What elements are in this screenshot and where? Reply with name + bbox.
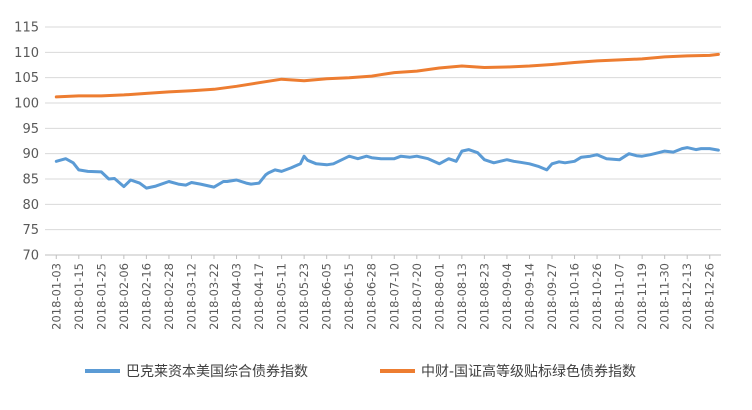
y-tick-label: 85 bbox=[22, 173, 39, 188]
y-tick-label: 110 bbox=[14, 46, 39, 61]
y-tick-label: 115 bbox=[14, 21, 39, 36]
x-tick-label: 2018-02-28 bbox=[162, 263, 176, 330]
x-tick-label: 2018-10-26 bbox=[590, 263, 604, 330]
x-tick-label: 2018-06-05 bbox=[320, 263, 334, 330]
x-tick-label: 2018-09-14 bbox=[522, 263, 536, 330]
x-tick-label: 2018-09-04 bbox=[500, 263, 514, 330]
x-tick-label: 2018-03-12 bbox=[184, 263, 198, 330]
series-line-2 bbox=[54, 52, 720, 99]
x-tick-label: 2018-11-19 bbox=[635, 263, 649, 330]
x-tick-label: 2018-02-06 bbox=[117, 263, 131, 330]
x-tick-label: 2018-08-13 bbox=[455, 263, 469, 330]
x-tick-label: 2018-01-03 bbox=[49, 263, 63, 330]
legend-label-series-1: 巴克莱资本美国综合债券指数 bbox=[126, 364, 308, 380]
y-axis-ticks: 70 75 80 85 90 95 100 105 110 115 bbox=[14, 21, 39, 264]
x-tick-label: 2018-08-01 bbox=[432, 263, 446, 330]
x-tick-label: 2018-01-15 bbox=[72, 263, 86, 330]
x-tick-label: 2018-01-25 bbox=[94, 263, 108, 330]
y-tick-label: 90 bbox=[22, 147, 39, 162]
x-tick-label: 2018-04-03 bbox=[230, 263, 244, 330]
x-tick-label: 2018-09-27 bbox=[545, 263, 559, 330]
y-tick-label: 95 bbox=[22, 122, 39, 137]
x-tick-label: 2018-02-16 bbox=[139, 263, 153, 330]
x-tick-label: 2018-04-17 bbox=[252, 263, 266, 330]
y-tick-label: 80 bbox=[22, 198, 39, 213]
x-tick-label: 2018-05-23 bbox=[297, 263, 311, 330]
x-tick-label: 2018-05-11 bbox=[275, 263, 289, 330]
grid-layer bbox=[45, 26, 721, 256]
legend: 巴克莱资本美国综合债券指数 中财-国证高等级贴标绿色债券指数 bbox=[85, 363, 636, 380]
x-tick-label: 2018-08-23 bbox=[477, 263, 491, 330]
x-tick-label: 2018-06-15 bbox=[342, 263, 356, 330]
x-tick-label: 2018-07-10 bbox=[387, 263, 401, 330]
legend-label-series-2: 中财-国证高等级贴标绿色债券指数 bbox=[421, 363, 636, 380]
x-tick-label: 2018-12-13 bbox=[680, 263, 694, 330]
x-tick-label: 2018-11-30 bbox=[658, 263, 672, 330]
series-line-1 bbox=[54, 146, 720, 190]
y-tick-label: 70 bbox=[22, 249, 39, 264]
x-tick-label: 2018-11-07 bbox=[613, 263, 627, 330]
x-axis-ticks: 2018-01-03 2018-01-15 2018-01-25 2018-02-06… bbox=[49, 255, 717, 330]
y-tick-label: 100 bbox=[14, 97, 39, 112]
x-tick-label: 2018-03-22 bbox=[207, 263, 221, 330]
y-tick-label: 105 bbox=[14, 71, 39, 86]
y-tick-label: 75 bbox=[22, 223, 39, 238]
x-tick-label: 2018-10-16 bbox=[568, 263, 582, 330]
x-tick-label: 2018-07-20 bbox=[410, 263, 424, 330]
x-tick-label: 2018-12-26 bbox=[703, 263, 717, 330]
series-layer bbox=[54, 52, 720, 190]
x-tick-label: 2018-06-28 bbox=[365, 263, 379, 330]
